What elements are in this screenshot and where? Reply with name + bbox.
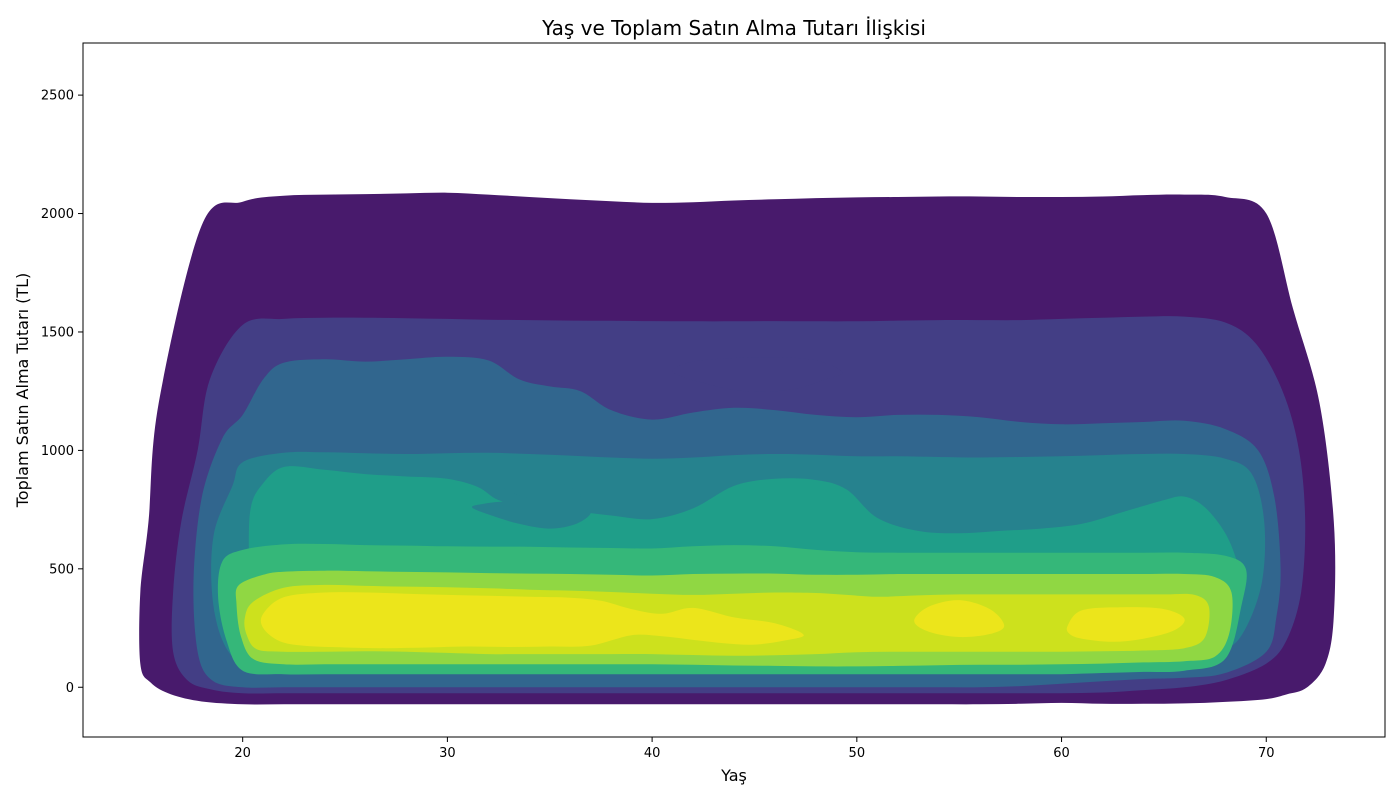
y-tick-label-1500: 1500 [41, 325, 74, 340]
y-axis-label: Toplam Satın Alma Tutarı (TL) [13, 273, 32, 509]
x-tick-label-50: 50 [849, 746, 866, 761]
density-level-3-contour-2 [672, 357, 843, 392]
y-tick-label-0: 0 [66, 681, 74, 696]
x-tick-label-30: 30 [439, 746, 456, 761]
x-axis-label: Yaş [720, 766, 747, 785]
density-level-8-contour-2 [260, 592, 804, 649]
density-level-5-contour-3 [503, 480, 581, 501]
y-tick-label-2500: 2500 [41, 89, 74, 104]
x-tick-label-60: 60 [1053, 746, 1070, 761]
x-tick-label-70: 70 [1258, 746, 1275, 761]
chart-title: Yaş ve Toplam Satın Alma Tutarı İlişkisi [541, 16, 926, 40]
density-level-8-contour-3 [914, 600, 1005, 638]
y-tick-label-1000: 1000 [41, 444, 74, 459]
axes: 20 30 40 50 60 70 0 500 1000 1500 2000 2500 [41, 42, 1386, 761]
y-tick-label-500: 500 [49, 562, 74, 577]
plot-area [139, 192, 1336, 705]
x-tick-label-40: 40 [644, 746, 661, 761]
plot-frame [82, 42, 1386, 738]
density-level-5-contour-2 [471, 501, 591, 529]
x-tick-label-20: 20 [234, 746, 251, 761]
density-level-8-contour-4 [1066, 607, 1185, 642]
y-tick-label-2000: 2000 [41, 207, 74, 222]
